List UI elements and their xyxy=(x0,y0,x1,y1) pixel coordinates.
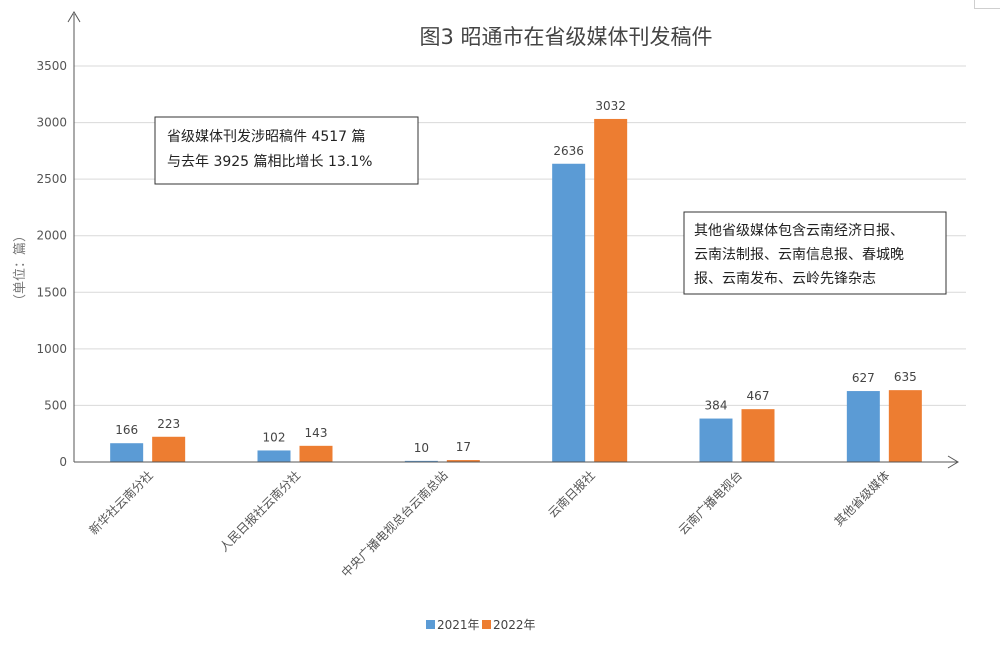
x-tick-label: 云南日报社 xyxy=(545,468,598,521)
corner-frame xyxy=(974,0,1000,9)
bar xyxy=(594,118,628,462)
data-label: 2636 xyxy=(553,144,584,158)
y-tick-label: 1000 xyxy=(36,342,67,356)
bar xyxy=(446,460,480,462)
y-axis-arrow xyxy=(67,11,81,23)
data-label: 166 xyxy=(115,423,138,437)
data-label: 17 xyxy=(456,440,471,454)
bar xyxy=(699,418,733,462)
legend-label: 2022年 xyxy=(493,618,536,632)
bar xyxy=(152,436,186,462)
bar xyxy=(741,409,775,462)
data-label: 627 xyxy=(852,371,875,385)
y-tick-label: 1500 xyxy=(36,285,67,299)
x-tick-label: 中央广播电视总台云南总站 xyxy=(338,468,450,580)
x-tick-label: 新华社云南分社 xyxy=(86,468,156,538)
legend-label: 2021年 xyxy=(437,618,480,632)
data-label: 384 xyxy=(705,399,728,413)
annotation-text: 报、云南发布、云岭先锋杂志 xyxy=(694,271,876,287)
legend-swatch xyxy=(426,620,435,629)
bar xyxy=(846,391,880,462)
annotation-text: 省级媒体刊发涉昭稿件 4517 篇 xyxy=(167,129,366,145)
y-tick-label: 3500 xyxy=(36,59,67,73)
x-axis-arrow xyxy=(947,455,959,469)
bar xyxy=(110,443,144,462)
annotation-text: 与去年 3925 篇相比增长 13.1% xyxy=(167,154,372,170)
annotation-border xyxy=(683,211,947,295)
data-label: 635 xyxy=(894,370,917,384)
bar xyxy=(888,390,922,462)
annotation-box: 其他省级媒体包含云南经济日报、云南法制报、云南信息报、春城晚报、云南发布、云岭先… xyxy=(683,211,947,295)
legend-swatch xyxy=(482,620,491,629)
bar xyxy=(552,163,586,462)
y-tick-label: 3000 xyxy=(36,116,67,130)
annotation-text: 云南法制报、云南信息报、春城晚 xyxy=(694,246,904,263)
y-tick-label: 2000 xyxy=(36,229,67,243)
annotation-border xyxy=(154,116,419,185)
data-label: 102 xyxy=(263,430,286,444)
bar xyxy=(299,445,333,462)
y-tick-label: 2500 xyxy=(36,172,67,186)
x-tick-label: 其他省级媒体 xyxy=(832,468,893,529)
x-tick-label: 云南广播电视台 xyxy=(675,468,745,538)
data-label: 467 xyxy=(747,389,770,403)
data-label: 143 xyxy=(305,426,328,440)
y-tick-label: 500 xyxy=(44,398,67,412)
data-label: 3032 xyxy=(595,99,626,113)
y-tick-label: 0 xyxy=(59,455,67,469)
axes xyxy=(67,11,959,469)
legend: 2021年 2022年 xyxy=(426,618,536,632)
bar xyxy=(404,460,438,462)
data-label: 223 xyxy=(157,417,180,431)
data-label: 10 xyxy=(414,441,429,455)
x-tick-label: 人民日报社云南分社 xyxy=(216,468,303,555)
y-axis-label: （单位：篇） xyxy=(13,229,28,307)
chart-title: 图3 昭通市在省级媒体刊发稿件 xyxy=(419,25,712,49)
bar xyxy=(257,450,291,462)
annotation-text: 其他省级媒体包含云南经济日报、 xyxy=(694,223,904,239)
